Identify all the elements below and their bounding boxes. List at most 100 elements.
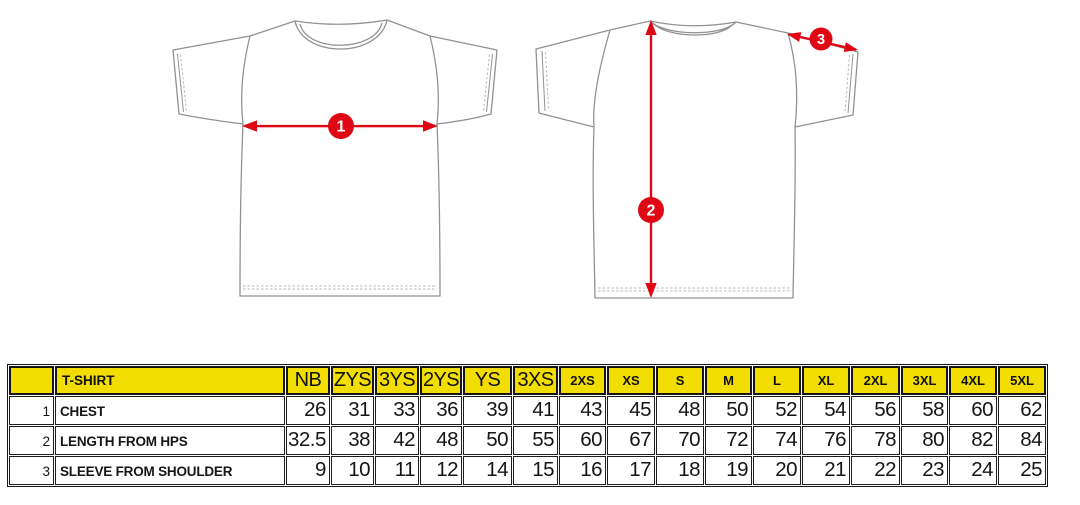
value-2xs-row1: 43 [559,396,607,425]
row-number: 3 [9,456,54,485]
value-5xl-row3: 25 [998,456,1047,485]
value-nb-row1: 26 [286,396,330,425]
value-4xl-row1: 60 [949,396,998,425]
size-header-3ys: 3YS [375,366,420,395]
back-collar-inner [653,23,733,36]
tshirt-front-outline [172,19,498,297]
value-3ys-row1: 33 [375,396,420,425]
size-header-2xs: 2XS [559,366,607,395]
value-xs-row3: 17 [607,456,656,485]
value-xs-row1: 45 [607,396,656,425]
value-3ys-row2: 42 [375,426,420,455]
size-header-2xl: 2XL [851,366,901,395]
tshirt-back-outline [535,20,859,299]
value-zys-row1: 31 [330,396,375,425]
front-stitching [180,54,490,290]
measurement-row-3: 3 SLEEVE FROM SHOULDER 9 10 11 12 14 15 16 17 18 19… [9,456,1047,485]
front-left-cuff-line [177,53,184,113]
size-header-ys: YS [463,366,513,395]
marker-1-number: 1 [337,119,346,136]
value-xl-row2: 76 [802,426,851,455]
value-3xl-row2: 80 [901,426,949,455]
front-right-cuff-line [486,53,493,113]
back-right-cuff-line [847,53,854,114]
size-header-2ys: 2YS [420,366,463,395]
value-2xs-row3: 16 [559,456,607,485]
row-label: SLEEVE FROM SHOULDER [55,456,285,485]
size-header-s: S [656,366,705,395]
marker-3-number: 3 [817,32,825,48]
value-2xl-row2: 78 [851,426,901,455]
value-2ys-row1: 36 [420,396,463,425]
back-left-armhole-seam [593,29,611,128]
size-header-nb: NB [286,366,330,395]
size-header-3xs: 3XS [513,366,559,395]
measurement-row-2: 2 LENGTH FROM HPS 32.5 38 42 48 50 55 60 67 70 72 74… [9,426,1047,455]
value-nb-row3: 9 [286,456,330,485]
size-header-m: M [705,366,753,395]
value-2xs-row2: 60 [559,426,607,455]
marker-badge-2: 2 [638,197,664,223]
value-5xl-row2: 84 [998,426,1047,455]
back-right-armhole-seam [787,32,798,128]
value-3xl-row1: 58 [901,396,949,425]
value-m-row3: 19 [705,456,753,485]
product-label-cell: T-SHIRT [55,366,285,395]
length-arrow [645,20,657,298]
header-row: T-SHIRT NB ZYS 3YS 2YS YS 3XS 2XS XS S M L XL 2XL 3XL 4… [9,366,1047,395]
front-right-armhole-seam [429,35,439,125]
size-header-zys: ZYS [330,366,375,395]
value-l-row1: 52 [753,396,802,425]
value-3xs-row3: 15 [513,456,559,485]
measurement-row-1: 1 CHEST 26 31 33 36 39 41 43 45 48 50 52 54 56 58 60 62 [9,396,1047,425]
front-left-armhole-seam [241,35,251,125]
row-number: 1 [9,396,54,425]
value-4xl-row2: 82 [949,426,998,455]
value-m-row1: 50 [705,396,753,425]
back-stitching [545,51,850,292]
marker-2-number: 2 [647,203,656,220]
value-3xs-row1: 41 [513,396,559,425]
corner-cell [9,366,54,395]
row-label: LENGTH FROM HPS [55,426,285,455]
value-nb-row2: 32.5 [286,426,330,455]
size-header-5xl: 5XL [998,366,1047,395]
value-2xl-row1: 56 [851,396,901,425]
tshirt-measurement-diagram: 1 2 3 [172,19,859,299]
value-s-row3: 18 [656,456,705,485]
value-ys-row2: 50 [463,426,513,455]
value-2ys-row2: 48 [420,426,463,455]
size-header-l: L [753,366,802,395]
marker-badge-1: 1 [328,113,354,139]
size-header-xl: XL [802,366,851,395]
value-2xl-row3: 22 [851,456,901,485]
value-l-row3: 20 [753,456,802,485]
value-5xl-row1: 62 [998,396,1047,425]
value-m-row2: 72 [705,426,753,455]
value-s-row1: 48 [656,396,705,425]
front-collar-inner [299,22,383,46]
back-left-cuff-line [541,50,546,112]
value-ys-row3: 14 [463,456,513,485]
value-xs-row2: 67 [607,426,656,455]
row-number: 2 [9,426,54,455]
value-zys-row3: 10 [330,456,375,485]
value-3ys-row3: 11 [375,456,420,485]
value-3xl-row3: 23 [901,456,949,485]
value-xl-row3: 21 [802,456,851,485]
value-xl-row1: 54 [802,396,851,425]
value-l-row2: 74 [753,426,802,455]
value-4xl-row3: 24 [949,456,998,485]
value-s-row2: 70 [656,426,705,455]
size-chart-table: T-SHIRT NB ZYS 3YS 2YS YS 3XS 2XS XS S M L XL 2XL 3XL 4… [7,364,1049,487]
front-collar-outer [294,19,388,50]
value-ys-row1: 39 [463,396,513,425]
size-header-4xl: 4XL [949,366,998,395]
marker-badge-3: 3 [809,27,833,51]
row-label: CHEST [55,396,285,425]
size-header-xs: XS [607,366,656,395]
value-3xs-row2: 55 [513,426,559,455]
value-zys-row2: 38 [330,426,375,455]
value-2ys-row3: 12 [420,456,463,485]
